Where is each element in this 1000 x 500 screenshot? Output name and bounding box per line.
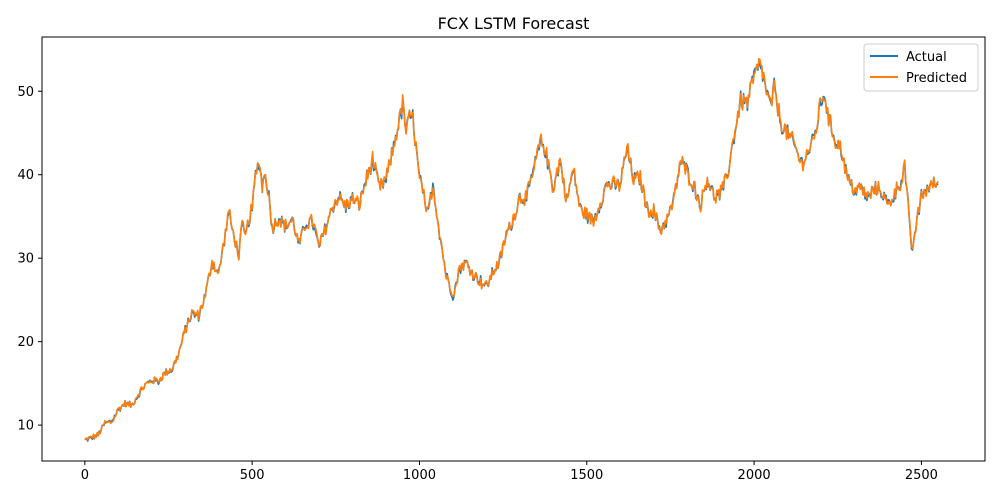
plot-area [41, 36, 986, 462]
series-line-predicted [84, 57, 939, 441]
plot-frame [41, 36, 986, 462]
series-layer [84, 57, 939, 442]
y-axis: 10 20 30 40 50 [17, 85, 42, 434]
y-tick-label: 40 [17, 168, 34, 183]
legend: Actual Predicted [863, 43, 979, 92]
y-tick-label: 10 [17, 419, 34, 434]
plot-background [42, 37, 985, 461]
legend-label-actual: Actual [906, 50, 947, 65]
x-tick-label: 0 [81, 468, 89, 483]
chart-title: FCX LSTM Forecast [438, 14, 590, 33]
x-tick-label: 1000 [403, 468, 436, 483]
y-tick-label: 20 [17, 335, 34, 350]
y-tick-label: 50 [17, 85, 34, 100]
x-tick-label: 2000 [738, 468, 771, 483]
legend-label-predicted: Predicted [906, 71, 967, 86]
x-tick-label: 500 [240, 468, 265, 483]
x-tick-label: 1500 [570, 468, 603, 483]
x-axis: 0 500 1000 1500 2000 2500 [81, 461, 938, 483]
y-tick-label: 30 [17, 252, 34, 267]
x-tick-label: 2500 [905, 468, 938, 483]
